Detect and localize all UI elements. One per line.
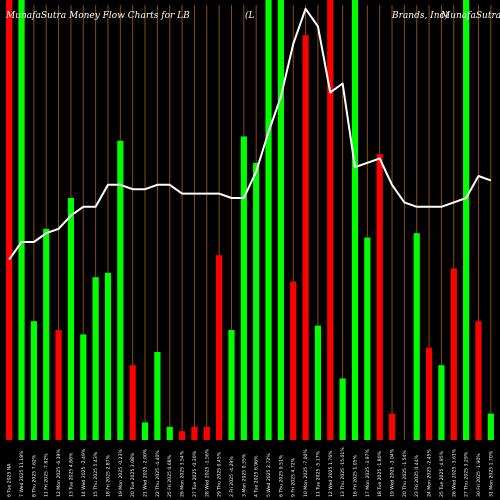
x-tick-label: 20 Thu 2025 -1.54%	[402, 450, 408, 497]
x-tick-label: 22 Thu 2025 -4.40%	[155, 450, 161, 497]
x-tick-label: 27 Tue 2025 -0.30%	[192, 450, 198, 497]
money-flow-bar	[203, 426, 210, 440]
x-tick-label: 10 Mon 2025 -7.00%	[303, 449, 309, 497]
x-tick-label: 19 Wed 2025 -3.04%	[390, 448, 396, 497]
money-flow-bar	[388, 413, 396, 440]
money-flow-bar	[265, 0, 272, 440]
money-flow-bar	[178, 431, 186, 440]
x-tick-label: 3 Mon 2025 0.35%	[241, 453, 247, 497]
money-flow-bar	[475, 321, 482, 440]
x-tick-label: 13 Tue 2025 4.86%	[68, 452, 74, 497]
x-tick-label: 26 Mon 2025 3.54%	[180, 450, 186, 497]
money-flow-line	[8, 7, 492, 261]
money-flow-bar	[6, 0, 13, 440]
x-tick-label: 25 Fri 2025 0.68%	[167, 454, 173, 497]
x-tick-label: 14 Wed 2025 -2.49%	[81, 448, 87, 497]
x-tick-label: 4 Tue 2025 6.96%	[254, 455, 260, 497]
x-tick-label: 7 Wed 2025 11.18%	[19, 450, 25, 497]
money-flow-bar	[438, 365, 445, 440]
money-flow-bar	[351, 0, 359, 440]
x-tick-label: 9 Fri 2025 4.72%	[291, 457, 297, 497]
x-tick-label: 16 Fri 2025 1.05%	[352, 454, 358, 497]
x-tick-label: 26 Wed 2025 -3.61%	[451, 448, 457, 497]
money-flow-bar	[413, 233, 420, 440]
x-tick-label: 13 Thu 2025 -15.01%	[340, 447, 346, 497]
money-flow-bar	[104, 272, 112, 440]
x-tick-label: 17 Mon 2025 -3.97%	[365, 449, 371, 497]
title-site: MunafaSutra.com	[440, 11, 500, 21]
money-flow-bar	[55, 330, 62, 440]
money-flow-bar	[364, 237, 371, 440]
money-flow-bar	[216, 255, 223, 440]
money-flow-bar	[80, 334, 87, 440]
money-flow-bar	[463, 0, 470, 440]
x-tick-label: 27 Thu 2025 3.29%	[464, 451, 470, 497]
money-flow-bar	[43, 228, 50, 440]
x-tick-label: 15 Thu 2025 5.43%	[93, 451, 99, 497]
x-tick-label: 11 Fri 2025 -7.82%	[44, 453, 50, 497]
x-tick-label: 19 Mon 2025 -0.23%	[118, 449, 124, 497]
title-left: MunafaSutra Money Flow Charts for LB	[5, 11, 190, 21]
money-flow-bar	[240, 136, 247, 440]
money-flow-bar	[141, 422, 149, 440]
money-flow-bar	[228, 330, 235, 440]
chart-title: MunafaSutra Money Flow Charts for LB (L …	[5, 10, 500, 21]
x-tick-labels: 6 Tue 2025 NA 7 Wed 2025 11.18% 8 Thu 2025…	[7, 447, 495, 497]
x-tick-label: 6 Tue 2025 NA	[7, 463, 13, 497]
x-tick-label: 24 Mon 2025 -2.45%	[427, 449, 433, 497]
money-flow-bar	[166, 426, 173, 440]
money-flow-bar	[117, 140, 124, 441]
money-flow-bar	[487, 413, 494, 440]
money-flow-bar	[129, 365, 136, 440]
x-tick-label: 23 Fri 2025 0.44%	[414, 454, 420, 497]
x-tick-label: 20 Tue 2025 3.08%	[130, 452, 136, 497]
x-tick-label: 25 Tue 2025 -4.95%	[439, 450, 445, 497]
title-ticker: (L	[245, 10, 255, 21]
x-tick-label: 18 Tue 2025 -1.80%	[377, 450, 383, 497]
x-tick-label: 2 Fri 2025 -4.29%	[229, 456, 235, 497]
x-tick-label: 31 Mon 2025 1.70%	[488, 450, 494, 497]
x-tick-label: 18 Fri 2025 2.87%	[105, 454, 111, 497]
x-tick-label: 28 Wed 2025 -1.56%	[204, 448, 210, 497]
x-tick-label: 8 Thu 2025 7.62%	[31, 454, 37, 497]
money-flow-bar	[290, 281, 297, 440]
money-flow-bar	[314, 325, 322, 440]
money-flow-bar	[253, 162, 260, 441]
money-flow-bar	[339, 378, 346, 440]
x-tick-label: 11 Tue 2025 -5.17%	[315, 450, 321, 497]
money-flow-bar	[191, 426, 198, 440]
money-flow-bar	[425, 347, 433, 440]
title-company: Brands, Inc)	[391, 10, 449, 21]
money-flow-bar	[327, 0, 334, 440]
money-flow-bar	[302, 35, 309, 440]
x-tick-label: 29 Thu 2025 0.45%	[217, 451, 223, 497]
bars	[6, 0, 494, 441]
money-flow-bar	[450, 268, 457, 440]
x-tick-label: 6 Thu 2025 9.51%	[278, 454, 284, 497]
money-flow-bar	[376, 154, 383, 440]
money-flow-line-path	[8, 7, 492, 261]
money-flow-bar	[30, 321, 37, 440]
money-flow-bar	[154, 352, 161, 440]
x-tick-label: 12 Wed 2025 1.76%	[328, 450, 334, 497]
money-flow-bar	[67, 198, 75, 440]
x-tick-label: 5 Wed 2025 2.72%	[266, 453, 272, 497]
x-tick-label: 30 Fri 2025 -1.90%	[476, 453, 482, 497]
money-flow-bar	[92, 277, 99, 440]
x-tick-label: 21 Wed 2025 -2.00%	[143, 448, 149, 497]
x-tick-label: 12 Mon 2025 -6.39%	[56, 449, 62, 497]
money-flow-bar	[277, 0, 284, 440]
money-flow-bar	[18, 0, 25, 440]
